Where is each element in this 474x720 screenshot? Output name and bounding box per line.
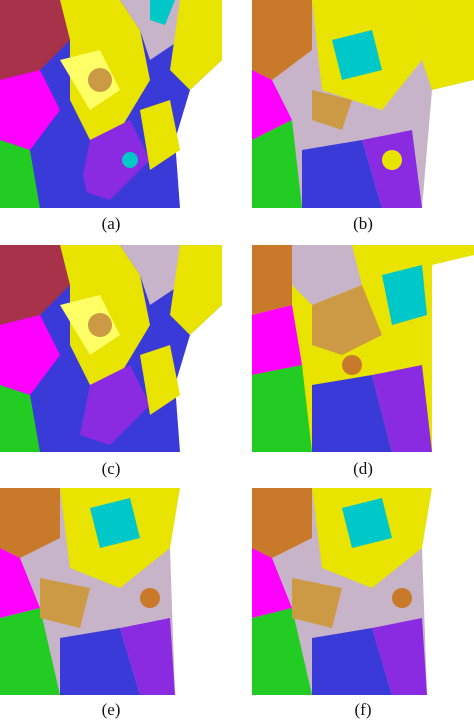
panel-a-caption: (a) (101, 214, 121, 233)
panel-f-image (252, 488, 474, 695)
panel-d-caption: (d) (353, 459, 373, 478)
panel-c-image (0, 245, 222, 452)
panel-b-caption: (b) (353, 214, 373, 233)
panel-e-caption: (e) (101, 700, 121, 719)
panel-b-image (252, 0, 474, 208)
panel-f-caption: (f) (354, 700, 372, 719)
panel-a-image (0, 0, 222, 208)
panel-d-image (252, 245, 474, 452)
panel-e-image (0, 488, 222, 695)
panel-c-caption: (c) (101, 459, 121, 478)
